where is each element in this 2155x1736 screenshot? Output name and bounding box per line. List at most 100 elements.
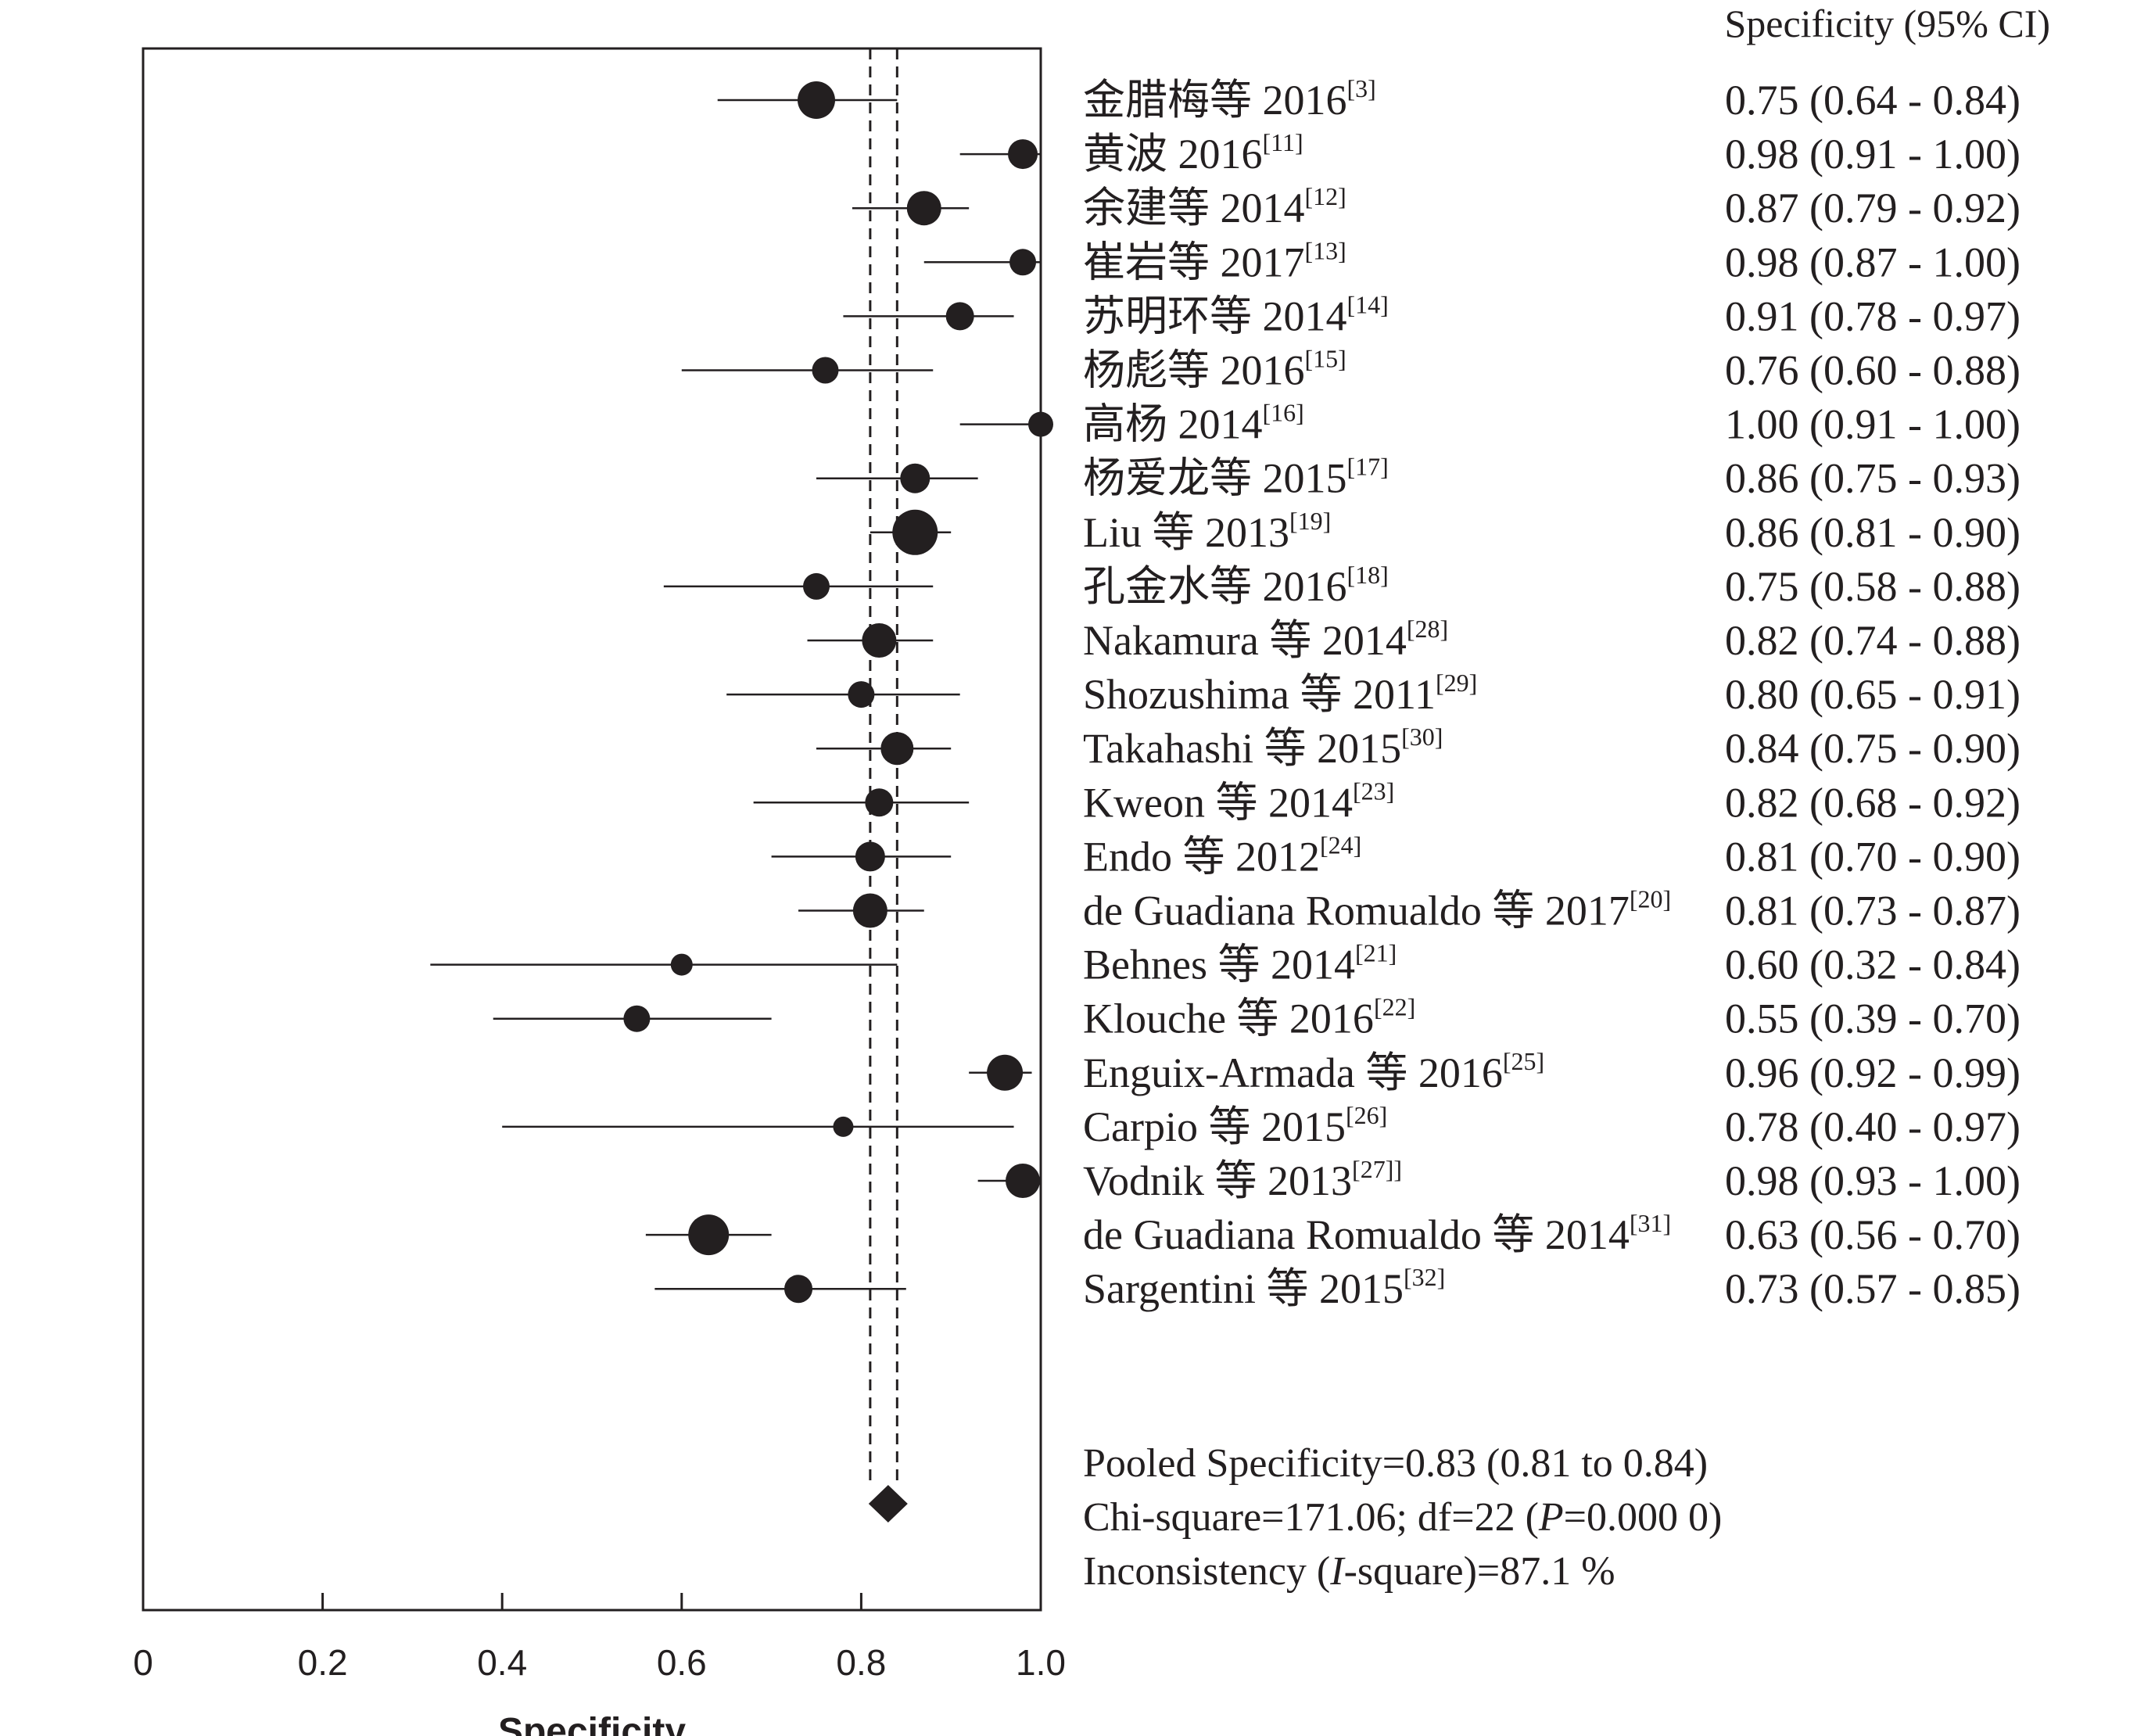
study-label: 杨爱龙等 2015[17]: [1083, 453, 1389, 502]
study-reference: [23]: [1353, 777, 1394, 805]
study-point: [670, 953, 693, 976]
study-labels: 金腊梅等 2016[3]黄波 2016[11]余建等 2014[12]崔岩等 2…: [1083, 74, 1671, 1312]
study-reference: [17]: [1347, 453, 1389, 481]
study-label: 崔岩等 2017[13]: [1083, 236, 1346, 285]
study-label: 苏明环等 2014[14]: [1083, 290, 1389, 339]
study-name: 孔金水等 2016: [1083, 563, 1347, 610]
summary-statistics: Pooled Specificity=0.83 (0.81 to 0.84) Ch…: [1083, 1441, 1722, 1594]
study-reference: [31]: [1630, 1209, 1671, 1237]
study-name: Shozushima 等 2011: [1083, 671, 1436, 718]
ci-value: 0.76 (0.60 - 0.88): [1725, 347, 2021, 394]
x-tick-label: 1.0: [1016, 1642, 1066, 1683]
study-marks: [430, 81, 1053, 1304]
ci-value: 0.75 (0.58 - 0.88): [1725, 563, 2021, 610]
study-reference: [25]: [1503, 1047, 1544, 1075]
pooled-diamond: [868, 1485, 908, 1523]
study-point: [848, 681, 875, 708]
ci-value: 0.86 (0.75 - 0.93): [1725, 455, 2021, 502]
study-label: 高杨 2014[16]: [1083, 399, 1304, 448]
study-label: Endo 等 2012[24]: [1083, 830, 1361, 880]
study-reference: [28]: [1407, 615, 1448, 643]
study-reference: [32]: [1404, 1263, 1445, 1291]
study-name: 黄波 2016: [1083, 131, 1263, 178]
study-point: [812, 357, 839, 384]
study-reference: [13]: [1305, 236, 1346, 264]
study-name: 杨爱龙等 2015: [1083, 455, 1347, 502]
ci-values: 0.75 (0.64 - 0.84) 0.98 (0.91 - 1.00) 0.87…: [1725, 77, 2021, 1312]
study-label: Enguix-Armada 等 2016[25]: [1083, 1047, 1544, 1096]
x-axis: 0 0.2 0.4 0.6 0.8 1.0: [133, 1593, 1066, 1683]
ci-value: 0.82 (0.68 - 0.92): [1725, 779, 2021, 826]
x-tick-label: 0: [133, 1642, 153, 1683]
study-name: Carpio 等 2015: [1083, 1103, 1346, 1150]
study-point: [1008, 139, 1038, 170]
ci-value: 0.96 (0.92 - 0.99): [1725, 1049, 2021, 1096]
summary-line: Chi-square=171.06; df=22 (P=0.000 0): [1083, 1495, 1722, 1540]
ci-value: 0.98 (0.93 - 1.00): [1725, 1157, 2021, 1204]
study-reference: [18]: [1347, 561, 1389, 589]
ci-header: Specificity (95% CI): [1724, 2, 2050, 45]
study-reference: [14]: [1347, 290, 1389, 318]
study-name: 苏明环等 2014: [1083, 292, 1347, 339]
ci-value: 0.75 (0.64 - 0.84): [1725, 77, 2021, 124]
study-name: 金腊梅等 2016: [1083, 77, 1347, 124]
ci-value: 0.60 (0.32 - 0.84): [1725, 942, 2021, 988]
pooled-ci-lines: [869, 48, 898, 1484]
study-point: [623, 1005, 651, 1032]
study-point: [798, 81, 835, 119]
study-reference: [19]: [1289, 507, 1331, 535]
study-point: [906, 191, 941, 226]
plot-frame: [142, 47, 1042, 1612]
summary-text: Chi-square=171.06; df=22 (: [1083, 1495, 1539, 1540]
study-name: 高杨 2014: [1083, 401, 1263, 448]
ci-value: 0.84 (0.75 - 0.90): [1725, 725, 2021, 772]
study-reference: [21]: [1355, 939, 1397, 967]
study-name: Behnes 等 2014: [1083, 942, 1355, 988]
summary-line: Inconsistency (I-square)=87.1 %: [1083, 1549, 1615, 1594]
study-label: Kweon 等 2014[23]: [1083, 777, 1394, 826]
study-reference: [30]: [1401, 723, 1443, 751]
study-point: [862, 623, 897, 658]
x-axis-title: Specificity: [498, 1711, 686, 1736]
study-reference: [26]: [1346, 1101, 1387, 1129]
study-point: [880, 732, 914, 766]
study-point: [1009, 249, 1037, 276]
study-reference: [12]: [1305, 182, 1346, 210]
study-label: de Guadiana Romualdo 等 2017[20]: [1083, 885, 1671, 934]
summary-text: Pooled Specificity=0.83 (0.81 to 0.84): [1083, 1441, 1708, 1486]
ci-value: 0.86 (0.81 - 0.90): [1725, 509, 2021, 556]
study-label: 杨彪等 2016[15]: [1083, 345, 1346, 394]
x-tick-label: 0.6: [657, 1642, 707, 1683]
study-point: [833, 1116, 854, 1137]
ci-value: 0.63 (0.56 - 0.70): [1725, 1211, 2021, 1258]
ci-value: 0.78 (0.40 - 0.97): [1725, 1103, 2021, 1150]
ci-value: 0.98 (0.87 - 1.00): [1725, 239, 2021, 285]
study-name: Sargentini 等 2015: [1083, 1265, 1404, 1312]
x-tick-label: 0.2: [298, 1642, 348, 1683]
study-label: 黄波 2016[11]: [1083, 128, 1303, 178]
ci-value: 0.81 (0.70 - 0.90): [1725, 833, 2021, 880]
study-name: Endo 等 2012: [1083, 833, 1320, 880]
ci-value: 0.81 (0.73 - 0.87): [1725, 888, 2021, 934]
study-point: [855, 841, 885, 872]
summary-line: Pooled Specificity=0.83 (0.81 to 0.84): [1083, 1441, 1708, 1486]
ci-value: 0.91 (0.78 - 0.97): [1725, 292, 2021, 339]
study-reference: [15]: [1305, 345, 1346, 373]
ci-value: 0.98 (0.91 - 1.00): [1725, 131, 2021, 178]
ci-value: 0.80 (0.65 - 0.91): [1725, 671, 2021, 718]
ci-value: 0.82 (0.74 - 0.88): [1725, 617, 2021, 664]
study-name: Takahashi 等 2015: [1083, 725, 1401, 772]
study-name: 崔岩等 2017: [1083, 239, 1305, 285]
study-name: Vodnik 等 2013: [1083, 1157, 1352, 1204]
study-reference: [22]: [1374, 993, 1415, 1021]
ci-value: 0.55 (0.39 - 0.70): [1725, 995, 2021, 1042]
study-name: de Guadiana Romualdo 等 2017: [1083, 888, 1630, 934]
ci-value: 1.00 (0.91 - 1.00): [1725, 401, 2021, 448]
study-label: Carpio 等 2015[26]: [1083, 1101, 1387, 1150]
study-label: Liu 等 2013[19]: [1083, 507, 1331, 556]
pooled-estimate: [868, 1485, 908, 1523]
study-reference: [11]: [1263, 128, 1303, 156]
study-label: Shozushima 等 2011[29]: [1083, 669, 1477, 718]
study-label: 余建等 2014[12]: [1083, 182, 1346, 231]
